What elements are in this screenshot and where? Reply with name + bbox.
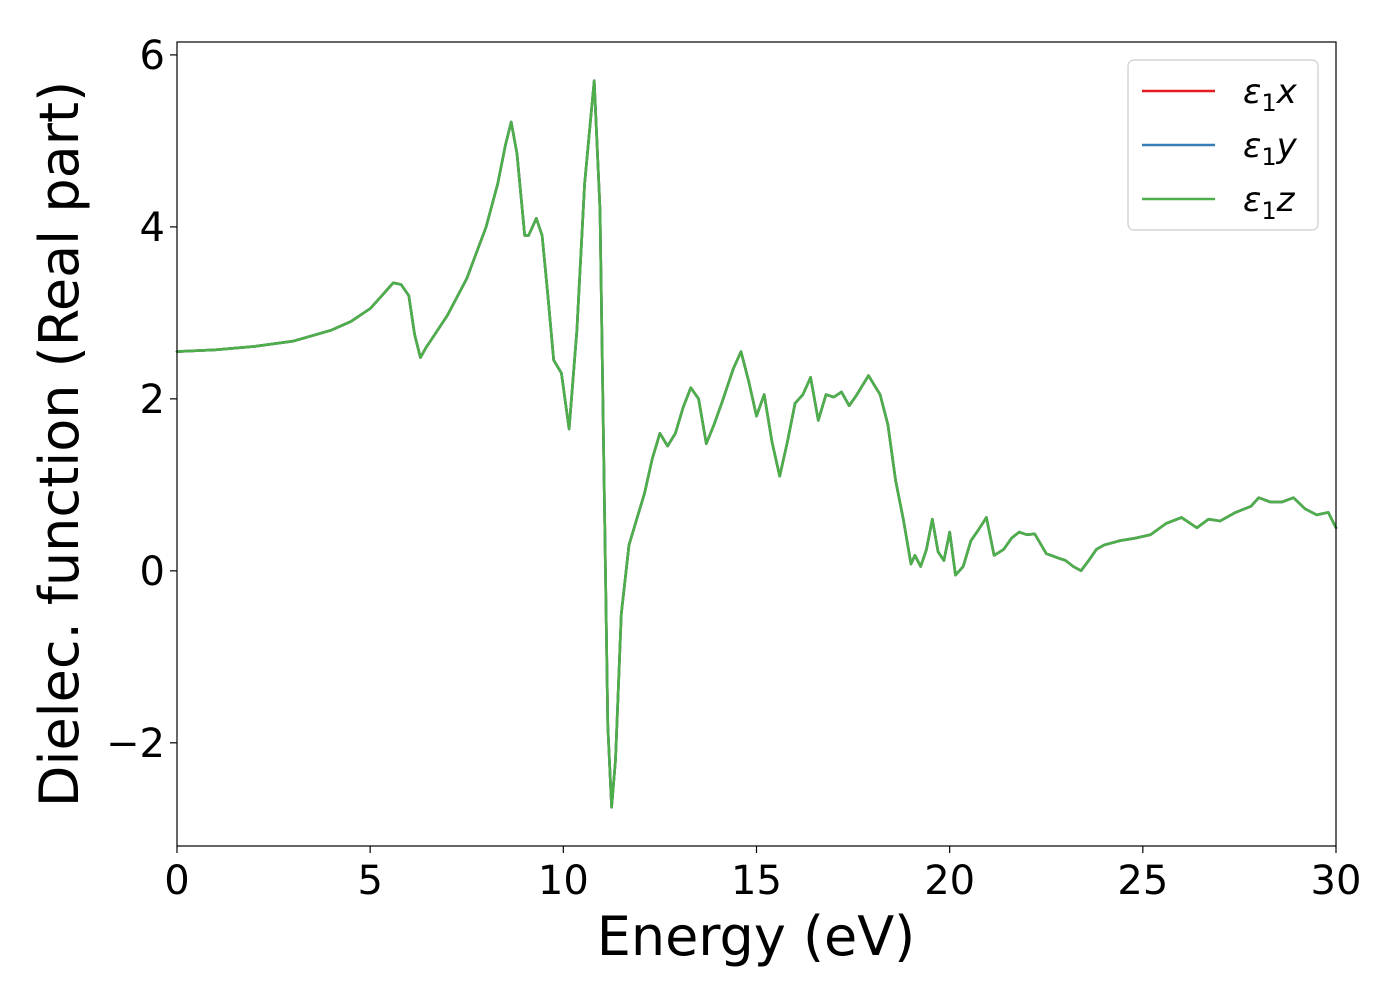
- y-tick-label: 6: [140, 33, 165, 79]
- x-axis-title: Energy (eV): [597, 905, 916, 968]
- legend: ε1x ε1y ε1z: [1127, 59, 1319, 231]
- x-axis: 0 5 10 15 20 25 30: [164, 846, 1361, 904]
- x-tick-label: 25: [1117, 858, 1168, 904]
- x-tick-label: 10: [538, 858, 589, 904]
- series-layer: [175, 79, 1338, 809]
- y-tick-label: 4: [140, 205, 165, 251]
- x-tick-label: 20: [924, 858, 975, 904]
- y-tick-label: 0: [140, 549, 165, 595]
- legend-label-x: ε1x: [1243, 72, 1298, 117]
- y-axis: −2 0 2 4 6: [106, 33, 177, 767]
- x-tick-label: 5: [357, 858, 382, 904]
- x-tick-label: 30: [1311, 858, 1362, 904]
- legend-box: [1127, 59, 1319, 231]
- y-tick-label: 2: [140, 377, 165, 423]
- x-tick-label: 0: [164, 858, 189, 904]
- series-line-z: [175, 79, 1338, 809]
- y-axis-title: Dielec. function (Real part): [28, 81, 91, 807]
- legend-label-z: ε1z: [1243, 180, 1296, 225]
- x-tick-label: 15: [731, 858, 782, 904]
- legend-label-y: ε1y: [1243, 126, 1298, 171]
- y-tick-label: −2: [106, 721, 165, 767]
